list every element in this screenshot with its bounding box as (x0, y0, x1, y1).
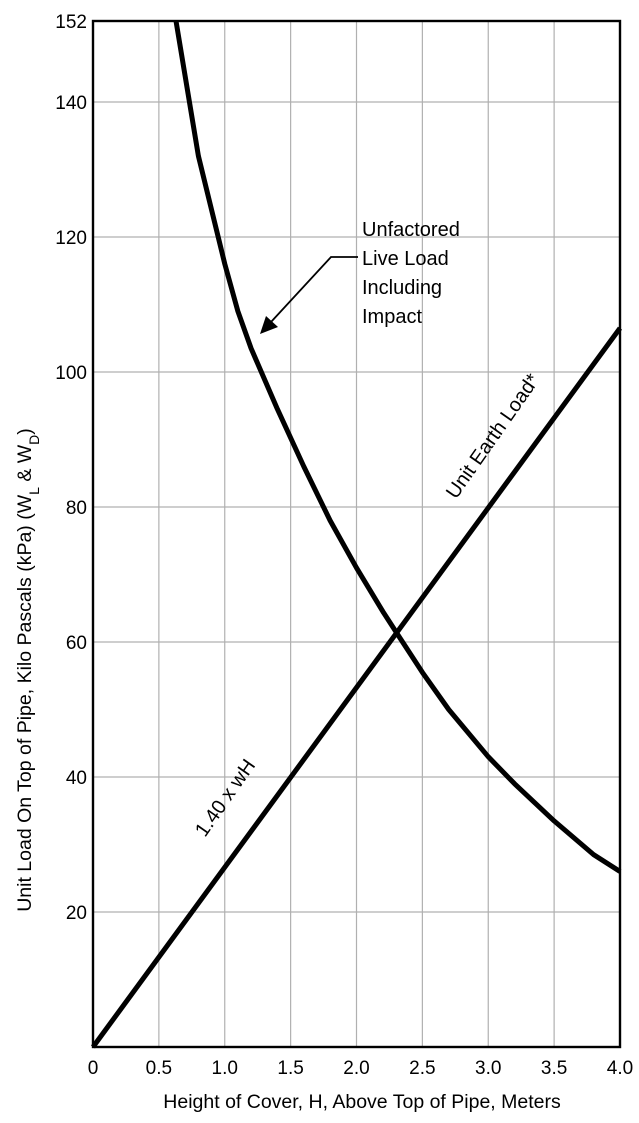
y-tick-label: 152 (55, 12, 87, 33)
earth-load-line (90, 326, 623, 1049)
grid-lines (93, 21, 620, 1047)
annotation-leader-line (270, 256, 358, 323)
x-tick-label: 3.5 (541, 1058, 567, 1079)
annotation-arrowhead (260, 316, 278, 334)
live-load-curve (173, 20, 622, 874)
y-tick-label: 60 (66, 633, 87, 654)
x-tick-label: 1.0 (212, 1058, 238, 1079)
x-tick-label: 3.0 (475, 1058, 501, 1079)
plot-frame (91, 19, 622, 1049)
x-tick-label: 0 (88, 1058, 99, 1079)
x-tick-label: 2.5 (409, 1058, 435, 1079)
live-load-label-line-4: Impact (362, 306, 422, 328)
y-tick-label: 20 (66, 903, 87, 924)
x-tick-label: 2.0 (343, 1058, 369, 1079)
tick-labels: 0 0.5 1.0 1.5 2.0 2.5 3.0 3.5 4.0 20 40 60 80 100 120 1… (55, 12, 633, 1079)
y-axis-title-sub-l: L (26, 487, 42, 495)
x-tick-label: 0.5 (146, 1058, 172, 1079)
x-tick-label: 4.0 (607, 1058, 633, 1079)
y-tick-label: 120 (55, 228, 87, 249)
y-axis-title-main: Unit Load On Top of Pipe, Kilo Pascals (… (14, 494, 36, 912)
earth-load-label: Unit Earth Load* (442, 370, 544, 503)
formula-label: 1.40 x wH (191, 755, 260, 840)
live-load-annotation: Unfactored Live Load Including Impact (260, 219, 460, 334)
live-load-label-line-1: Unfactored (362, 219, 460, 241)
y-axis-title-sub-d: D (26, 435, 42, 445)
y-axis-title-end: ) (14, 428, 36, 435)
y-tick-label: 100 (55, 363, 87, 384)
y-tick-label: 80 (66, 498, 87, 519)
y-axis-title-mid: & W (14, 444, 36, 487)
x-axis-title: Height of Cover, H, Above Top of Pipe, M… (163, 1091, 561, 1113)
series-lines (90, 20, 623, 1049)
y-axis-title: Unit Load On Top of Pipe, Kilo Pascals (… (14, 428, 42, 912)
live-load-label-line-3: Including (362, 277, 442, 299)
live-load-label-line-2: Live Load (362, 248, 449, 270)
y-tick-label: 140 (55, 93, 87, 114)
y-tick-label: 40 (66, 768, 87, 789)
x-tick-label: 1.5 (277, 1058, 303, 1079)
